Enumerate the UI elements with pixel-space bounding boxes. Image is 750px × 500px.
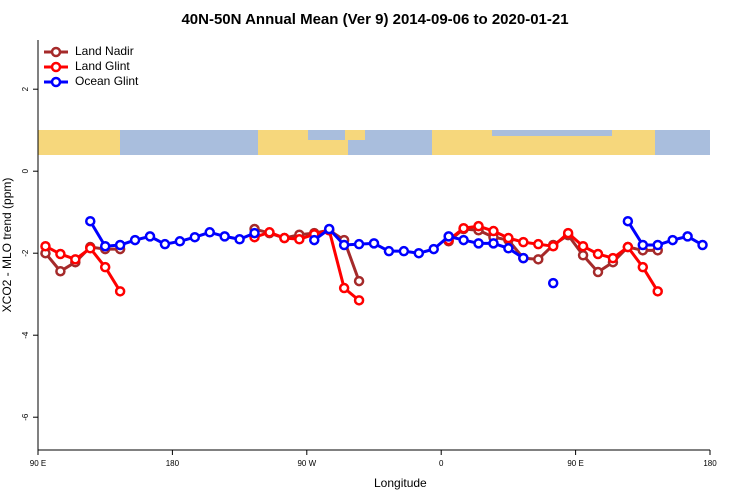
- data-point: [518, 236, 529, 248]
- map-strip: [38, 130, 710, 155]
- y-tick-label: -4: [21, 331, 30, 339]
- data-point: [622, 241, 634, 253]
- data-point: [443, 231, 454, 242]
- data-point: [592, 266, 604, 278]
- data-point: [204, 227, 215, 238]
- data-point: [99, 240, 111, 252]
- data-point: [488, 225, 499, 237]
- data-point: [323, 223, 335, 235]
- data-point: [55, 265, 66, 277]
- data-point: [129, 234, 141, 246]
- data-point: [518, 252, 529, 264]
- data-point: [85, 215, 96, 227]
- data-point: [577, 250, 589, 261]
- y-tick-label: 2: [21, 86, 30, 91]
- data-point: [503, 232, 514, 244]
- data-point: [144, 231, 156, 242]
- data-point: [368, 238, 380, 249]
- data-point: [264, 227, 275, 238]
- data-point: [174, 236, 186, 247]
- data-point: [428, 243, 439, 255]
- data-point: [622, 215, 634, 227]
- data-point: [159, 238, 171, 250]
- x-tick-label: 180: [166, 459, 180, 468]
- data-point: [413, 247, 425, 259]
- x-tick-label: 180: [703, 459, 717, 468]
- data-point: [458, 234, 469, 246]
- data-point: [473, 238, 484, 249]
- data-point: [189, 231, 201, 243]
- data-point: [383, 245, 395, 257]
- data-point: [70, 254, 81, 265]
- x-tick-label: 90 W: [297, 459, 316, 468]
- data-point: [40, 240, 51, 252]
- legend-label: Ocean Glint: [75, 74, 139, 88]
- data-point: [309, 234, 320, 246]
- y-tick-label: -6: [21, 413, 30, 421]
- data-point: [652, 286, 663, 297]
- data-point: [55, 248, 66, 260]
- x-axis-label: Longitude: [374, 476, 427, 490]
- data-point: [353, 238, 365, 250]
- data-point: [338, 282, 350, 294]
- data-point: [338, 239, 350, 251]
- chart-title: 40N-50N Annual Mean (Ver 9) 2014-09-06 t…: [181, 11, 568, 28]
- data-point: [637, 239, 649, 251]
- data-point: [547, 240, 559, 252]
- data-point: [652, 239, 663, 251]
- data-point: [697, 239, 708, 251]
- data-point: [279, 232, 290, 244]
- x-tick-label: 0: [439, 459, 444, 468]
- data-point: [607, 252, 619, 264]
- data-point: [99, 261, 111, 273]
- legend-marker: [50, 61, 62, 73]
- data-point: [85, 243, 96, 254]
- legend-marker: [50, 76, 62, 88]
- data-point: [562, 227, 574, 239]
- data-point: [249, 227, 260, 239]
- y-axis-label: XCO2 - MLO trend (ppm): [0, 178, 14, 313]
- data-point: [488, 238, 499, 249]
- data-point: [458, 222, 469, 234]
- y-tick-label: 0: [21, 168, 30, 173]
- data-point: [577, 240, 589, 252]
- data-point: [114, 286, 126, 297]
- data-point: [398, 245, 410, 257]
- data-point: [353, 275, 365, 287]
- data-point: [114, 239, 126, 251]
- data-point: [533, 238, 544, 250]
- data-point: [473, 220, 484, 232]
- y-tick-label: -2: [21, 249, 30, 257]
- data-point: [667, 234, 678, 246]
- data-point: [682, 231, 693, 242]
- data-point: [533, 254, 544, 265]
- data-point: [592, 248, 604, 260]
- data-point: [294, 234, 305, 245]
- data-point: [503, 243, 514, 254]
- data-point: [234, 234, 245, 245]
- legend-label: Land Glint: [75, 59, 130, 73]
- data-point: [353, 295, 365, 306]
- data-point: [219, 231, 230, 242]
- x-tick-label: 90 E: [567, 459, 583, 468]
- data-point: [637, 261, 649, 273]
- data-point: [547, 277, 559, 289]
- x-tick-label: 90 E: [30, 459, 46, 468]
- series-line: [88, 220, 256, 248]
- legend-marker: [50, 46, 62, 58]
- legend-label: Land Nadir: [75, 44, 134, 58]
